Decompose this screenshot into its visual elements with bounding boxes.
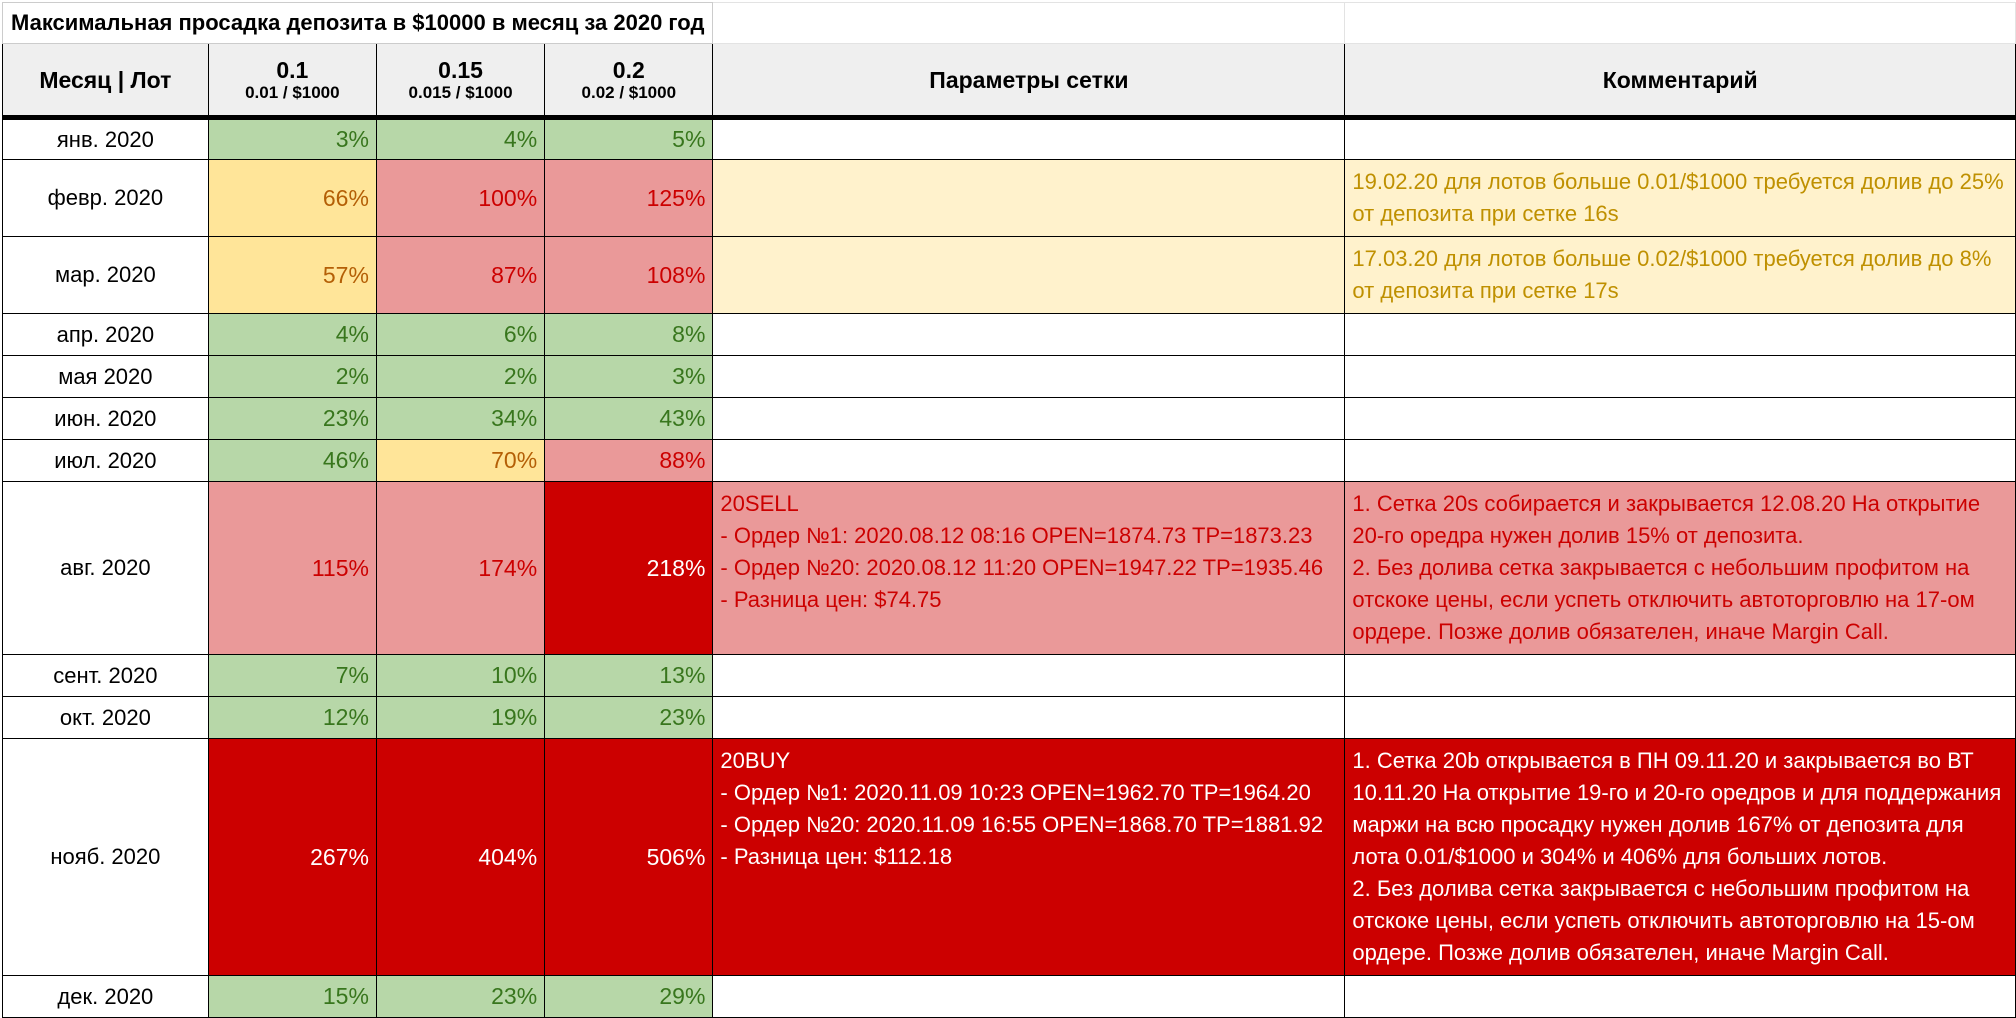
header-lot-0.15[interactable]: 0.15 0.015 / $1000 (375, 43, 546, 120)
drawdown-cell-lot-0.1[interactable]: 2% (207, 355, 377, 398)
drawdown-cell-lot-0.2[interactable]: 108% (544, 236, 714, 314)
drawdown-cell-lot-0.15[interactable]: 174% (375, 481, 546, 655)
drawdown-cell-lot-0.1[interactable]: 57% (207, 236, 377, 314)
drawdown-cell-lot-0.2[interactable]: 43% (544, 397, 714, 440)
drawdown-cell-lot-0.2[interactable]: 506% (544, 738, 714, 976)
table-row-may: мая 2020 2% 2% 3% (2, 355, 2016, 398)
drawdown-cell-lot-0.15[interactable]: 100% (375, 159, 546, 237)
month-cell[interactable]: сент. 2020 (2, 654, 209, 697)
comment-cell[interactable] (1344, 397, 2016, 440)
comment-cell[interactable] (1344, 439, 2016, 482)
table-row-aug: авг. 2020 115% 174% 218% 20SELL - Ордер … (2, 481, 2016, 655)
month-cell[interactable]: янв. 2020 (2, 117, 209, 160)
params-cell[interactable] (712, 159, 1346, 237)
params-cell[interactable]: 20SELL - Ордер №1: 2020.08.12 08:16 OPEN… (712, 481, 1346, 655)
drawdown-cell-lot-0.2[interactable]: 8% (544, 313, 714, 356)
drawdown-cell-lot-0.1[interactable]: 15% (207, 975, 377, 1018)
drawdown-cell-lot-0.15[interactable]: 6% (375, 313, 546, 356)
table-row-nov: нояб. 2020 267% 404% 506% 20BUY - Ордер … (2, 738, 2016, 976)
month-cell[interactable]: июл. 2020 (2, 439, 209, 482)
params-cell[interactable] (712, 117, 1346, 160)
header-lot-0.1[interactable]: 0.1 0.01 / $1000 (207, 43, 377, 120)
drawdown-cell-lot-0.15[interactable]: 404% (375, 738, 546, 976)
params-cell[interactable] (712, 696, 1346, 739)
drawdown-cell-lot-0.1[interactable]: 115% (207, 481, 377, 655)
params-cell[interactable] (712, 236, 1346, 314)
title-empty-cell[interactable] (712, 2, 1346, 44)
drawdown-cell-lot-0.1[interactable]: 4% (207, 313, 377, 356)
drawdown-cell-lot-0.15[interactable]: 2% (375, 355, 546, 398)
drawdown-cell-lot-0.15[interactable]: 87% (375, 236, 546, 314)
drawdown-cell-lot-0.2[interactable]: 23% (544, 696, 714, 739)
drawdown-cell-lot-0.2[interactable]: 29% (544, 975, 714, 1018)
table-row-sep: сент. 2020 7% 10% 13% (2, 654, 2016, 697)
drawdown-cell-lot-0.2[interactable]: 125% (544, 159, 714, 237)
drawdown-cell-lot-0.2[interactable]: 3% (544, 355, 714, 398)
drawdown-cell-lot-0.1[interactable]: 12% (207, 696, 377, 739)
drawdown-cell-lot-0.2[interactable]: 5% (544, 117, 714, 160)
drawdown-cell-lot-0.15[interactable]: 23% (375, 975, 546, 1018)
comment-cell[interactable] (1344, 313, 2016, 356)
params-cell[interactable] (712, 397, 1346, 440)
drawdown-cell-lot-0.1[interactable]: 66% (207, 159, 377, 237)
month-cell[interactable]: дек. 2020 (2, 975, 209, 1018)
month-cell[interactable]: апр. 2020 (2, 313, 209, 356)
comment-cell[interactable] (1344, 117, 2016, 160)
params-cell[interactable] (712, 313, 1346, 356)
drawdown-cell-lot-0.15[interactable]: 34% (375, 397, 546, 440)
params-cell[interactable] (712, 355, 1346, 398)
drawdown-cell-lot-0.2[interactable]: 218% (544, 481, 714, 655)
table-row-feb: февр. 2020 66% 100% 125% 19.02.20 для ло… (2, 159, 2016, 237)
params-cell[interactable] (712, 654, 1346, 697)
drawdown-cell-lot-0.1[interactable]: 23% (207, 397, 377, 440)
table-row-dec: дек. 2020 15% 23% 29% (2, 975, 2016, 1018)
title-empty-cell[interactable] (1344, 2, 2016, 44)
comment-cell[interactable]: 1. Сетка 20b открывается в ПН 09.11.20 и… (1344, 738, 2016, 976)
table-row-oct: окт. 2020 12% 19% 23% (2, 696, 2016, 739)
month-cell[interactable]: мар. 2020 (2, 236, 209, 314)
comment-cell[interactable] (1344, 654, 2016, 697)
comment-cell[interactable]: 1. Сетка 20s собирается и закрывается 12… (1344, 481, 2016, 655)
title-row: Максимальная просадка депозита в $10000 … (1, 2, 2016, 44)
params-cell[interactable] (712, 439, 1346, 482)
sheet-title: Максимальная просадка депозита в $10000 … (1, 2, 714, 44)
table-row-jan: янв. 2020 3% 4% 5% (2, 117, 2016, 160)
comment-cell[interactable] (1344, 975, 2016, 1018)
table-row-jul: июл. 2020 46% 70% 88% (2, 439, 2016, 482)
month-cell[interactable]: нояб. 2020 (2, 738, 209, 976)
table-row-apr: апр. 2020 4% 6% 8% (2, 313, 2016, 356)
month-cell[interactable]: февр. 2020 (2, 159, 209, 237)
drawdown-cell-lot-0.2[interactable]: 13% (544, 654, 714, 697)
table-row-jun: июн. 2020 23% 34% 43% (2, 397, 2016, 440)
drawdown-cell-lot-0.15[interactable]: 19% (375, 696, 546, 739)
drawdown-cell-lot-0.15[interactable]: 70% (375, 439, 546, 482)
month-cell[interactable]: окт. 2020 (2, 696, 209, 739)
month-cell[interactable]: июн. 2020 (2, 397, 209, 440)
drawdown-cell-lot-0.1[interactable]: 3% (207, 117, 377, 160)
drawdown-cell-lot-0.1[interactable]: 7% (207, 654, 377, 697)
header-month-lot[interactable]: Месяц | Лот (2, 43, 209, 120)
header-row: Месяц | Лот 0.1 0.01 / $1000 0.15 0.015 … (2, 43, 2016, 120)
comment-cell[interactable] (1344, 355, 2016, 398)
header-comment[interactable]: Комментарий (1344, 43, 2016, 120)
params-cell[interactable]: 20BUY - Ордер №1: 2020.11.09 10:23 OPEN=… (712, 738, 1346, 976)
header-grid-params[interactable]: Параметры сетки (712, 43, 1346, 120)
drawdown-cell-lot-0.1[interactable]: 46% (207, 439, 377, 482)
table-row-mar: мар. 2020 57% 87% 108% 17.03.20 для лото… (2, 236, 2016, 314)
drawdown-cell-lot-0.15[interactable]: 10% (375, 654, 546, 697)
month-cell[interactable]: авг. 2020 (2, 481, 209, 655)
params-cell[interactable] (712, 975, 1346, 1018)
month-cell[interactable]: мая 2020 (2, 355, 209, 398)
drawdown-cell-lot-0.2[interactable]: 88% (544, 439, 714, 482)
drawdown-cell-lot-0.1[interactable]: 267% (207, 738, 377, 976)
header-lot-0.2[interactable]: 0.2 0.02 / $1000 (544, 43, 714, 120)
drawdown-cell-lot-0.15[interactable]: 4% (375, 117, 546, 160)
comment-cell[interactable]: 17.03.20 для лотов больше 0.02/$1000 тре… (1344, 236, 2016, 314)
comment-cell[interactable] (1344, 696, 2016, 739)
comment-cell[interactable]: 19.02.20 для лотов больше 0.01/$1000 тре… (1344, 159, 2016, 237)
